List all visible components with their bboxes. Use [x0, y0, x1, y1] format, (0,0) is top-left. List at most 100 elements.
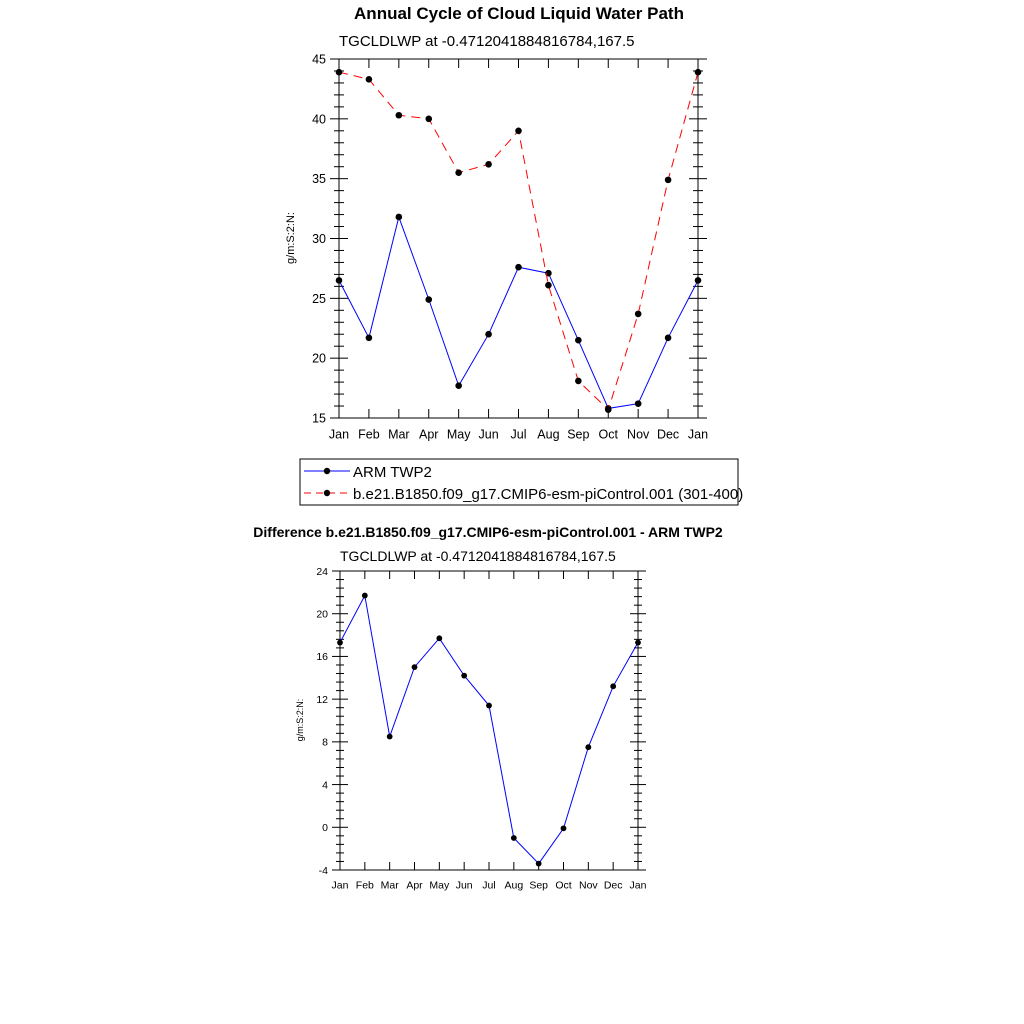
x-tick-label: Dec — [604, 880, 623, 892]
x-tick-label: Oct — [599, 428, 619, 442]
y-tick-label: 24 — [316, 566, 328, 578]
x-tick-label: Nov — [579, 880, 598, 892]
chart-subtitle: TGCLDLWP at -0.4712041884816784,167.5 — [340, 548, 616, 564]
x-tick-label: Jun — [456, 880, 473, 892]
y-tick-label: 40 — [312, 112, 326, 126]
x-tick-label: Aug — [504, 880, 523, 892]
y-axis-label: g/m:S:2:N: — [295, 699, 305, 742]
x-tick-label: Feb — [356, 880, 374, 892]
y-tick-label: 15 — [312, 412, 326, 426]
series-layer — [335, 68, 702, 413]
plot-frame — [338, 58, 699, 419]
y-tick-label: 20 — [312, 352, 326, 366]
x-tick-label: Dec — [657, 428, 679, 442]
difference-chart: Difference b.e21.B1850.f09_g17.CMIP6-esm… — [253, 524, 723, 892]
data-point — [634, 310, 642, 318]
x-tick-label: Jan — [332, 880, 349, 892]
axes: Jan Feb Mar Apr May Jun Jul Aug Sep Oct Nov Dec Jan-… — [316, 566, 646, 892]
chart-title: Difference b.e21.B1850.f09_g17.CMIP6-esm… — [253, 524, 723, 540]
data-point — [335, 277, 343, 284]
y-tick-label: 16 — [316, 651, 328, 663]
series-layer — [337, 592, 641, 867]
data-point — [386, 733, 393, 740]
legend-marker-arm — [323, 467, 331, 475]
data-point — [694, 277, 702, 284]
x-tick-label: Jan — [688, 428, 708, 442]
x-tick-label: May — [429, 880, 450, 892]
x-tick-label: Apr — [406, 880, 423, 892]
data-point — [365, 334, 373, 342]
x-tick-label: Aug — [537, 428, 559, 442]
y-tick-label: 12 — [316, 694, 328, 706]
data-point — [575, 377, 582, 385]
data-point — [694, 68, 702, 76]
x-tick-label: May — [447, 428, 471, 442]
x-tick-label: Jan — [630, 880, 647, 892]
y-tick-label: -4 — [319, 865, 328, 877]
data-point — [664, 334, 672, 342]
data-point — [575, 336, 582, 344]
series-line-0 — [339, 594, 639, 865]
chart-subtitle: TGCLDLWP at -0.4712041884816784,167.5 — [339, 33, 635, 50]
y-tick-label: 8 — [322, 737, 328, 749]
x-tick-label: Mar — [388, 428, 410, 442]
data-point — [486, 702, 492, 709]
y-tick-label: 0 — [322, 822, 328, 834]
x-tick-label: Jul — [482, 880, 495, 892]
x-tick-label: Sep — [567, 428, 589, 442]
plot-frame — [339, 570, 639, 871]
x-tick-label: Sep — [529, 880, 548, 892]
data-point — [485, 330, 492, 338]
data-point — [365, 76, 373, 83]
x-tick-label: Jun — [479, 428, 499, 442]
series-line-0 — [338, 215, 699, 409]
legend-item-model: b.e21.B1850.f09_g17.CMIP6-esm-piControl.… — [304, 486, 743, 503]
legend-marker-model — [323, 489, 331, 497]
data-point — [411, 664, 418, 671]
x-tick-label: Feb — [358, 428, 380, 442]
legend-item-arm: ARM TWP2 — [304, 464, 432, 481]
data-point — [395, 111, 403, 119]
data-point — [335, 68, 343, 76]
data-point — [635, 639, 641, 646]
data-point — [515, 127, 522, 135]
data-point — [395, 213, 403, 221]
legend: ARM TWP2 b.e21.B1850.f09_g17.CMIP6-esm-p… — [299, 458, 743, 506]
y-tick-label: 25 — [312, 292, 326, 306]
data-point — [461, 672, 468, 679]
axes: Jan Feb Mar Apr May Jun Jul Aug Sep Oct Nov Dec Jan1… — [312, 53, 708, 442]
data-point — [535, 860, 542, 867]
x-tick-label: Nov — [627, 428, 650, 442]
chart-title: Annual Cycle of Cloud Liquid Water Path — [354, 4, 684, 23]
data-point — [585, 744, 592, 751]
data-point — [545, 281, 552, 289]
y-tick-label: 20 — [316, 608, 328, 620]
x-tick-label: Jul — [511, 428, 527, 442]
data-point — [337, 639, 343, 646]
legend-box — [299, 458, 739, 506]
data-point — [455, 382, 462, 389]
data-point — [604, 406, 612, 413]
x-tick-label: Oct — [555, 880, 571, 892]
x-tick-label: Mar — [381, 880, 400, 892]
data-point — [634, 400, 642, 407]
legend-label-model: b.e21.B1850.f09_g17.CMIP6-esm-piControl.… — [353, 486, 743, 503]
y-tick-label: 4 — [322, 779, 328, 791]
y-tick-label: 35 — [312, 172, 326, 186]
data-point — [515, 263, 522, 271]
data-point — [455, 169, 462, 176]
y-tick-label: 45 — [312, 53, 326, 67]
y-axis-label: g/m:S:2:N: — [285, 212, 297, 264]
legend-label-arm: ARM TWP2 — [353, 464, 432, 481]
annual-cycle-chart: Annual Cycle of Cloud Liquid Water Path … — [285, 4, 743, 506]
x-tick-label: Jan — [329, 428, 349, 442]
data-point — [510, 835, 517, 841]
data-point — [610, 683, 617, 690]
data-point — [425, 115, 433, 123]
data-point — [664, 176, 672, 184]
data-point — [485, 161, 492, 168]
data-point — [425, 296, 433, 303]
data-point — [436, 635, 443, 642]
x-tick-label: Apr — [419, 428, 438, 442]
